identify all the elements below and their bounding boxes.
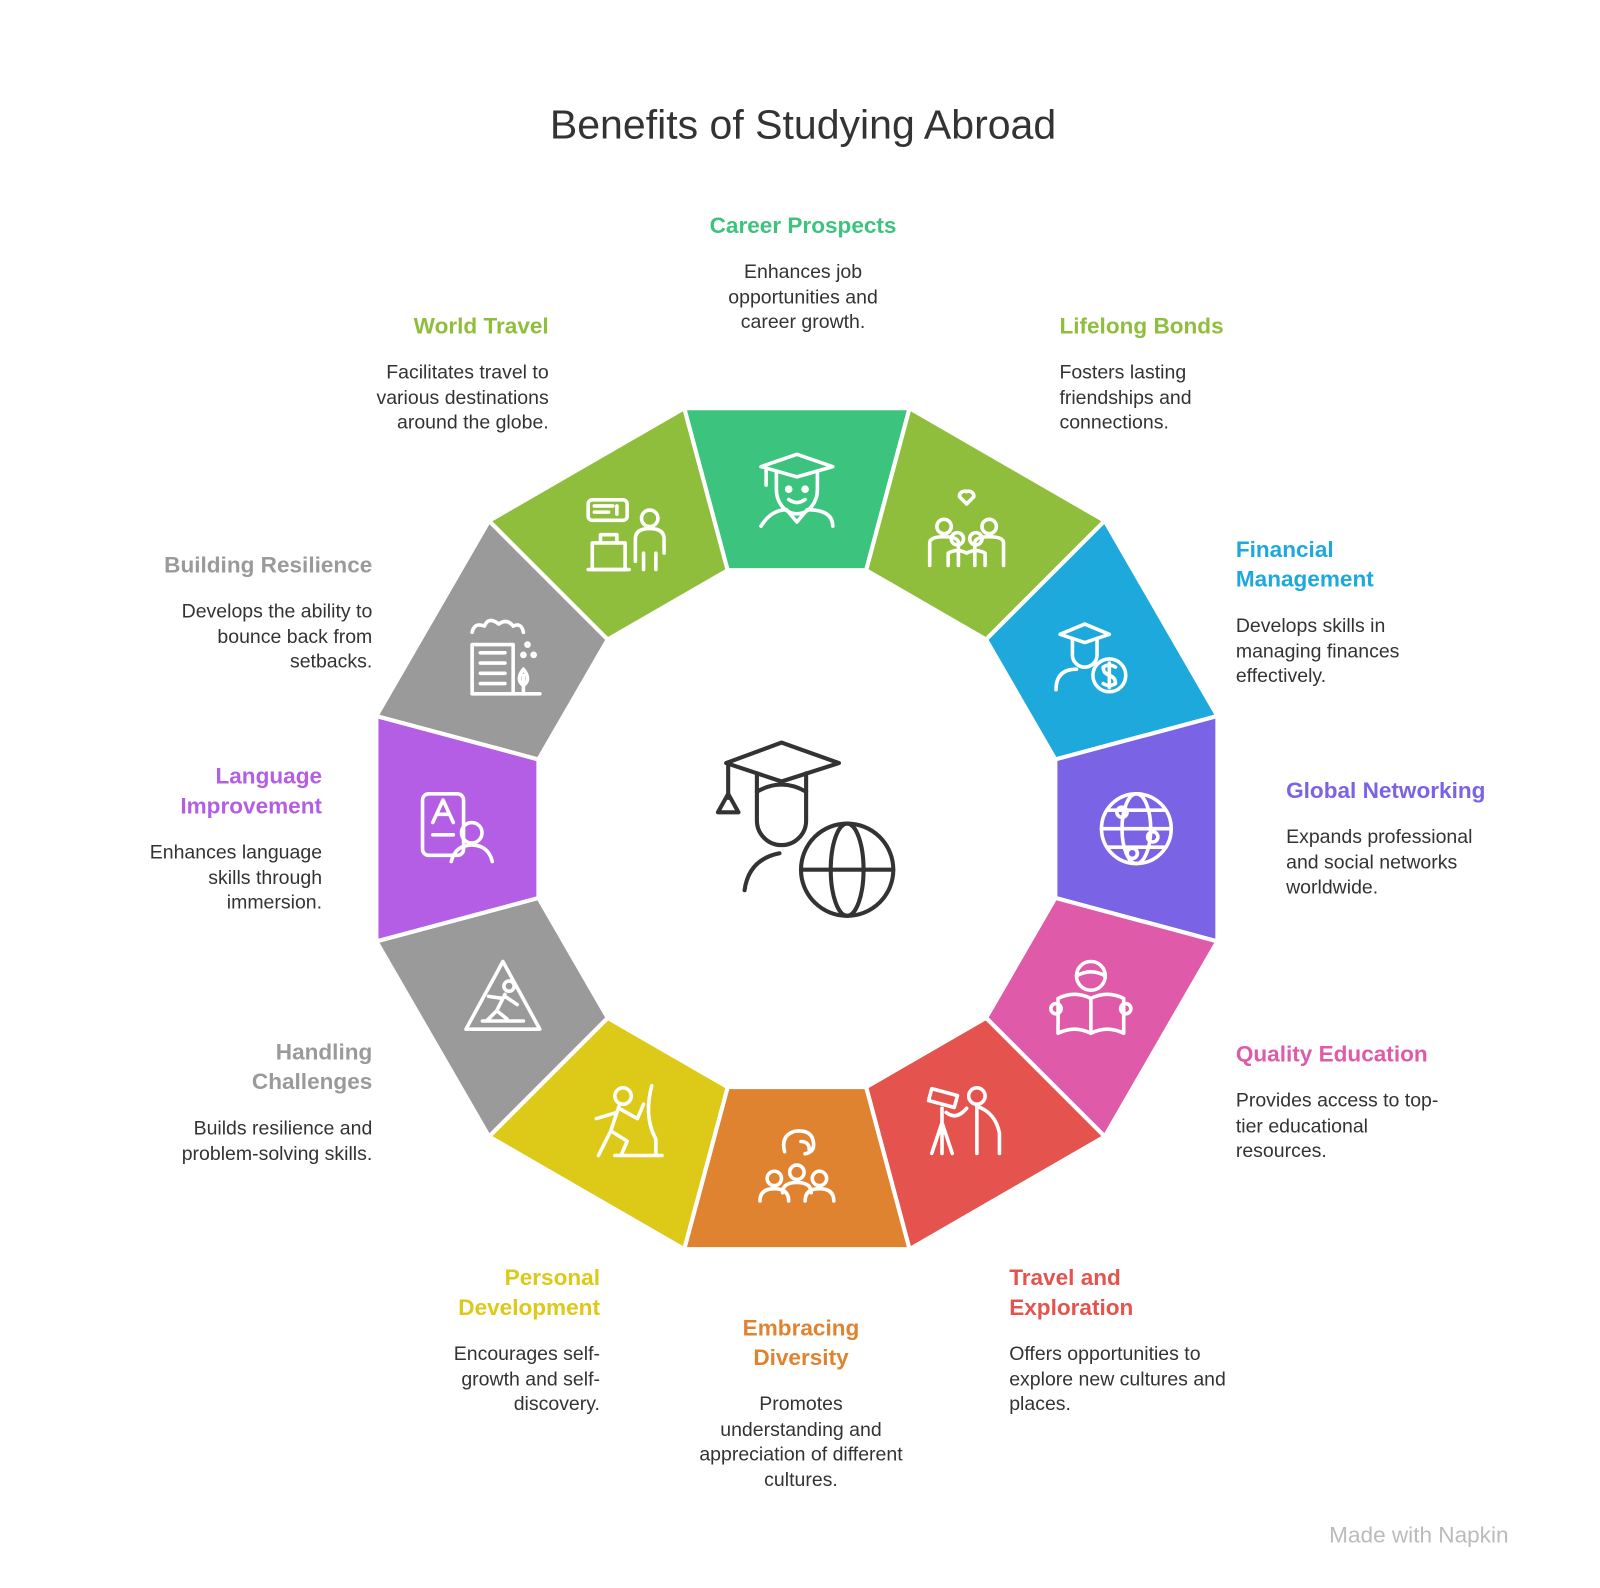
item-title: Building Resilience — [164, 551, 373, 578]
item-title: Handling Challenges — [251, 1038, 373, 1095]
item-desc: Enhances language skills through immersi… — [149, 842, 323, 914]
item-desc: Promotes understanding and appreciation … — [699, 1393, 903, 1491]
item-title: Language Improvement — [180, 763, 323, 819]
item-title: Travel and Exploration — [1009, 1264, 1134, 1320]
item-title: Financial Management — [1235, 536, 1374, 592]
item-title: Quality Education — [1235, 1040, 1428, 1067]
label-world-travel: World Travel Facilitates travel to variou… — [344, 311, 549, 437]
item-title: Personal Development — [458, 1264, 600, 1320]
climbing-person-icon — [594, 1083, 664, 1158]
item-desc: Builds resilience and problem-solving sk… — [181, 1117, 373, 1165]
item-title: Lifelong Bonds — [1059, 312, 1224, 339]
item-title: Global Networking — [1286, 777, 1486, 804]
reading-book-icon — [1049, 959, 1133, 1036]
warning-sign-icon — [464, 959, 542, 1031]
item-title: Career Prospects — [709, 212, 897, 238]
label-career-prospects: Career Prospects Enhances job opportuniti… — [680, 210, 926, 336]
watermark: Made with Napkin — [1329, 1521, 1509, 1548]
label-quality-education: Quality Education Provides access to top-… — [1236, 1039, 1462, 1165]
label-language-improvement: Language Improvement Enhances language sk… — [117, 761, 322, 916]
item-desc: Enhances job opportunities and career gr… — [728, 261, 878, 334]
item-desc: Develops skills in managing finances eff… — [1235, 615, 1400, 688]
label-lifelong-bonds: Lifelong Bonds Fosters lasting friendship… — [1059, 311, 1254, 437]
graduate-icon — [759, 452, 835, 528]
telescope-person-icon — [926, 1086, 1002, 1156]
item-desc: Expands professional and social networks… — [1286, 826, 1473, 899]
item-desc: Facilitates travel to various destinatio… — [376, 362, 549, 434]
building-storm-icon — [470, 618, 542, 696]
student-dollar-icon — [1054, 622, 1128, 694]
label-embracing-diversity: Embracing Diversity Promotes understandin… — [698, 1313, 903, 1494]
label-travel-exploration: Travel and Exploration Offers opportuniti… — [1009, 1263, 1230, 1418]
label-global-networking: Global Networking Expands professional an… — [1286, 775, 1512, 901]
item-desc: Fosters lasting friendships and connecti… — [1059, 362, 1192, 434]
item-title: World Travel — [413, 312, 549, 339]
item-desc: Develops the ability to bounce back from… — [181, 601, 373, 673]
page-title: Benefits of Studying Abroad — [549, 102, 1057, 148]
language-book-icon — [420, 792, 495, 864]
label-financial-management: Financial Management Develops skills in m… — [1236, 534, 1472, 689]
label-handling-challenges: Handling Challenges Builds resilience and… — [147, 1037, 373, 1167]
friends-heart-icon — [927, 489, 1006, 568]
label-building-resilience: Building Resilience Develops the ability … — [136, 550, 372, 676]
item-desc: Encourages self-growth and self-discover… — [453, 1343, 600, 1416]
label-personal-development: Personal Development Encourages self-grow… — [415, 1263, 600, 1418]
diverse-people-icon — [758, 1129, 836, 1203]
graduate-globe-icon — [715, 740, 896, 918]
item-desc: Provides access to top-tier educational … — [1235, 1090, 1439, 1163]
globe-network-icon — [1099, 792, 1174, 866]
item-desc: Offers opportunities to explore new cult… — [1009, 1343, 1226, 1416]
item-title: Embracing Diversity — [742, 1314, 860, 1371]
segment-world-travel — [485, 405, 731, 643]
traveler-luggage-icon — [586, 498, 666, 572]
